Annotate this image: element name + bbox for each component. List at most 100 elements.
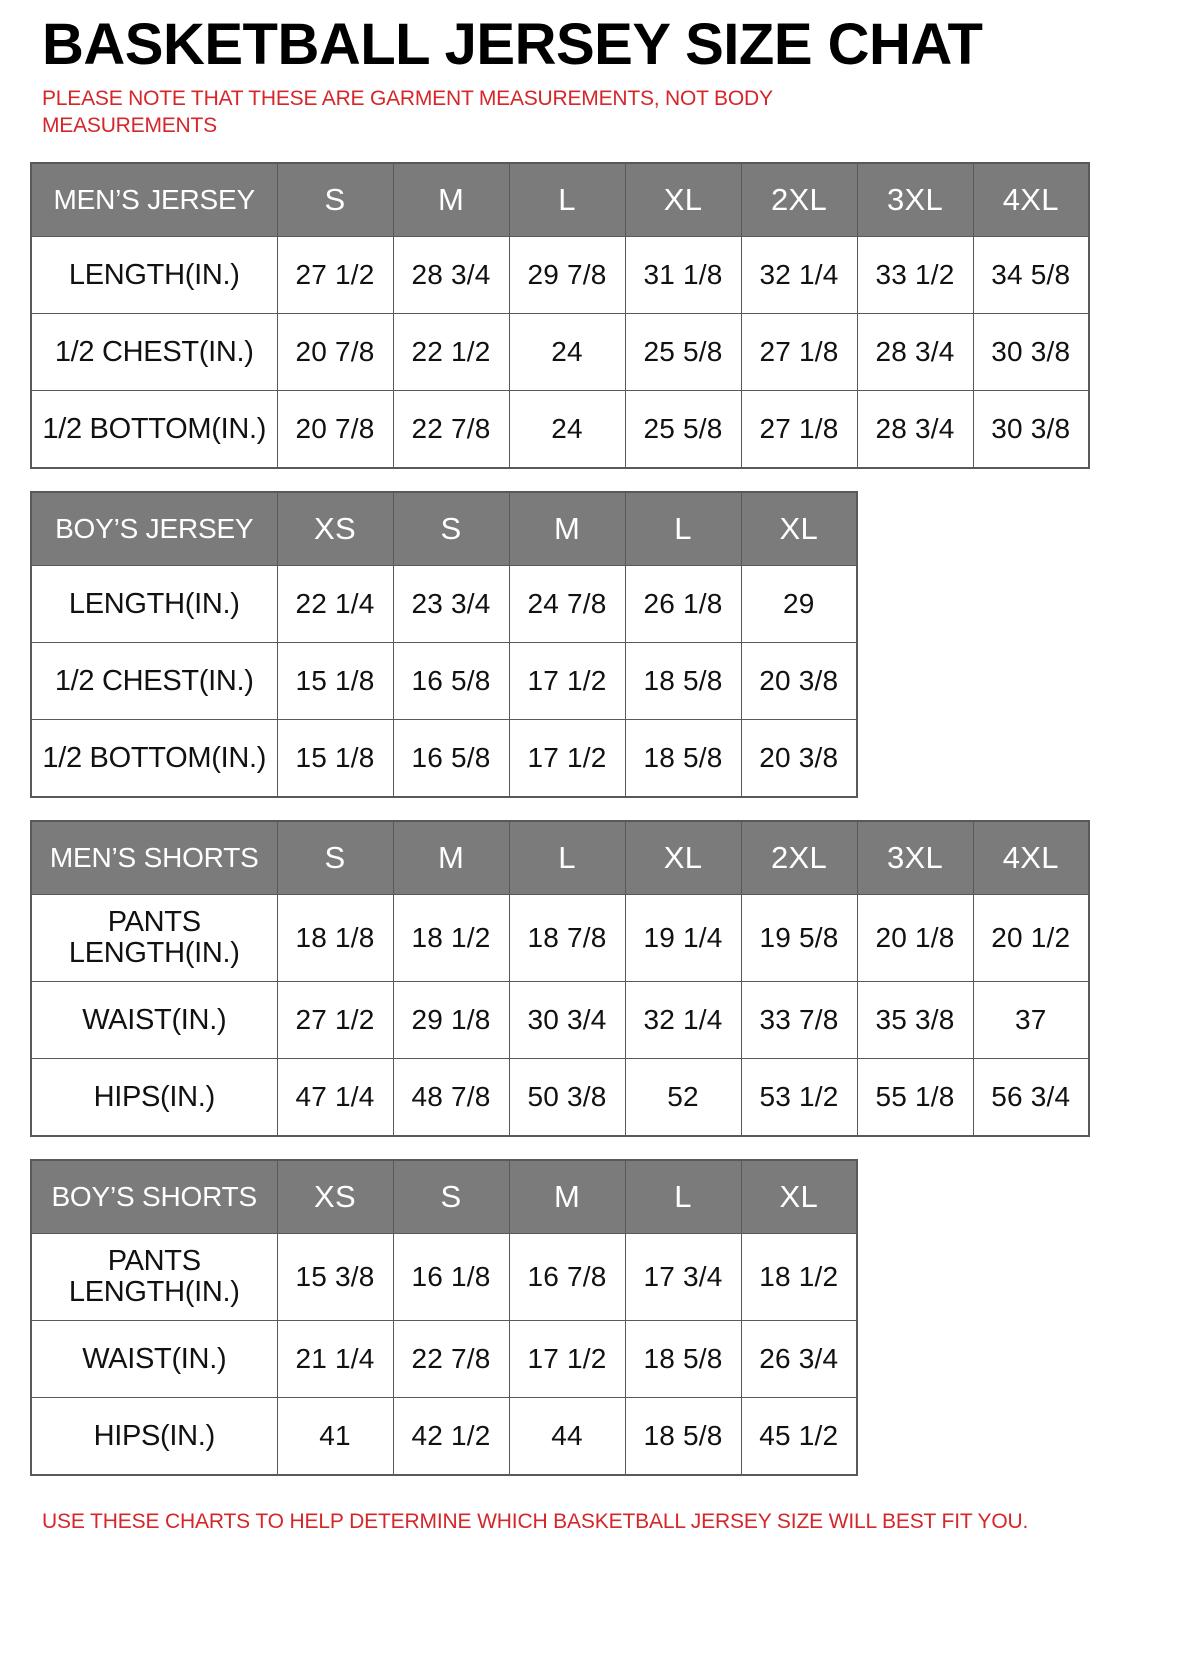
measurement-cell: 29 1/8: [392, 980, 510, 1059]
column-header-size: L: [508, 820, 626, 895]
table-row: 1/2 BOTTOM(IN.) 20 7/8 22 7/8 24 25 5/8 …: [30, 389, 1090, 469]
column-header-size: M: [508, 1159, 626, 1234]
measurement-cell: 28 3/4: [392, 235, 510, 314]
table-corner-label: MEN’S SHORTS: [30, 820, 278, 895]
measurement-cell: 50 3/8: [508, 1057, 626, 1137]
measurement-cell: 19 1/4: [624, 893, 742, 982]
table-row: LENGTH(IN.) 27 1/2 28 3/4 29 7/8 31 1/8 …: [30, 235, 1090, 314]
measurement-cell: 18 5/8: [624, 718, 742, 798]
measurement-cell: 16 1/8: [392, 1232, 510, 1321]
measurement-cell: 56 3/4: [972, 1057, 1090, 1137]
table-row: WAIST(IN.) 27 1/2 29 1/8 30 3/4 32 1/4 3…: [30, 980, 1090, 1059]
measurement-cell: 30 3/8: [972, 389, 1090, 469]
measurement-cell: 27 1/2: [276, 980, 394, 1059]
table-header-row: BOY’S JERSEY XS S M L XL: [30, 491, 858, 566]
measurement-cell: 20 3/8: [740, 718, 858, 798]
column-header-size: 3XL: [856, 162, 974, 237]
table-corner-label: BOY’S JERSEY: [30, 491, 278, 566]
row-label: PANTS LENGTH(IN.): [30, 893, 278, 982]
table-row: LENGTH(IN.) 22 1/4 23 3/4 24 7/8 26 1/8 …: [30, 564, 858, 643]
row-label: 1/2 CHEST(IN.): [30, 312, 278, 391]
measurement-cell: 45 1/2: [740, 1396, 858, 1476]
column-header-size: 3XL: [856, 820, 974, 895]
table-row: WAIST(IN.) 21 1/4 22 7/8 17 1/2 18 5/8 2…: [30, 1319, 858, 1398]
table-row: HIPS(IN.) 41 42 1/2 44 18 5/8 45 1/2: [30, 1396, 858, 1476]
table-header-row: BOY’S SHORTS XS S M L XL: [30, 1159, 858, 1234]
measurement-cell: 18 1/2: [740, 1232, 858, 1321]
column-header-size: M: [508, 491, 626, 566]
column-header-size: XL: [624, 162, 742, 237]
table-boys-jersey: BOY’S JERSEY XS S M L XL LENGTH(IN.) 22 …: [30, 490, 858, 798]
measurement-cell: 22 7/8: [392, 389, 510, 469]
column-header-size: 2XL: [740, 820, 858, 895]
measurement-cell: 35 3/8: [856, 980, 974, 1059]
column-header-size: 4XL: [972, 162, 1090, 237]
measurement-cell: 30 3/4: [508, 980, 626, 1059]
measurement-cell: 16 7/8: [508, 1232, 626, 1321]
column-header-size: XS: [276, 491, 394, 566]
table-row: 1/2 BOTTOM(IN.) 15 1/8 16 5/8 17 1/2 18 …: [30, 718, 858, 798]
measurement-cell: 21 1/4: [276, 1319, 394, 1398]
measurement-cell: 24 7/8: [508, 564, 626, 643]
measurement-cell: 48 7/8: [392, 1057, 510, 1137]
measurement-cell: 15 1/8: [276, 718, 394, 798]
measurement-cell: 18 1/2: [392, 893, 510, 982]
measurement-cell: 15 3/8: [276, 1232, 394, 1321]
table-row: PANTS LENGTH(IN.) 15 3/8 16 1/8 16 7/8 1…: [30, 1232, 858, 1321]
measurement-cell: 33 1/2: [856, 235, 974, 314]
measurement-cell: 32 1/4: [740, 235, 858, 314]
column-header-size: 4XL: [972, 820, 1090, 895]
measurement-cell: 16 5/8: [392, 718, 510, 798]
measurement-cell: 19 5/8: [740, 893, 858, 982]
measurement-cell: 53 1/2: [740, 1057, 858, 1137]
row-label: 1/2 BOTTOM(IN.): [30, 389, 278, 469]
footer-note: USE THESE CHARTS TO HELP DETERMINE WHICH…: [42, 1509, 1029, 1533]
row-label: 1/2 BOTTOM(IN.): [30, 718, 278, 798]
measurement-cell: 18 5/8: [624, 1319, 742, 1398]
table-row: 1/2 CHEST(IN.) 15 1/8 16 5/8 17 1/2 18 5…: [30, 641, 858, 720]
measurement-cell: 24: [508, 389, 626, 469]
measurement-cell: 15 1/8: [276, 641, 394, 720]
page-title: BASKETBALL JERSEY SIZE CHAT: [42, 12, 983, 77]
measurement-cell: 17 1/2: [508, 641, 626, 720]
measurement-cell: 20 1/8: [856, 893, 974, 982]
measurement-cell: 18 5/8: [624, 641, 742, 720]
measurement-cell: 20 3/8: [740, 641, 858, 720]
column-header-size: L: [508, 162, 626, 237]
table-mens-shorts: MEN’S SHORTS S M L XL 2XL 3XL 4XL PANTS …: [30, 819, 1090, 1137]
row-label: WAIST(IN.): [30, 980, 278, 1059]
measurement-cell: 18 5/8: [624, 1396, 742, 1476]
column-header-size: M: [392, 162, 510, 237]
measurement-cell: 22 1/4: [276, 564, 394, 643]
measurement-cell: 33 7/8: [740, 980, 858, 1059]
row-label: PANTS LENGTH(IN.): [30, 1232, 278, 1321]
row-label: LENGTH(IN.): [30, 564, 278, 643]
measurement-cell: 16 5/8: [392, 641, 510, 720]
column-header-size: XL: [624, 820, 742, 895]
measurement-cell: 37: [972, 980, 1090, 1059]
measurement-cell: 31 1/8: [624, 235, 742, 314]
measurement-cell: 29: [740, 564, 858, 643]
measurement-cell: 44: [508, 1396, 626, 1476]
measurement-cell: 42 1/2: [392, 1396, 510, 1476]
measurement-cell: 28 3/4: [856, 389, 974, 469]
measurement-cell: 47 1/4: [276, 1057, 394, 1137]
column-header-size: S: [392, 1159, 510, 1234]
measurement-cell: 22 7/8: [392, 1319, 510, 1398]
measurement-cell: 26 3/4: [740, 1319, 858, 1398]
table-header-row: MEN’S JERSEY S M L XL 2XL 3XL 4XL: [30, 162, 1090, 237]
column-header-size: XL: [740, 491, 858, 566]
column-header-size: S: [276, 162, 394, 237]
measurement-cell: 25 5/8: [624, 312, 742, 391]
measurement-cell: 30 3/8: [972, 312, 1090, 391]
measurement-cell: 27 1/8: [740, 389, 858, 469]
table-boys-shorts: BOY’S SHORTS XS S M L XL PANTS LENGTH(IN…: [30, 1158, 858, 1476]
table-row: PANTS LENGTH(IN.) 18 1/8 18 1/2 18 7/8 1…: [30, 893, 1090, 982]
column-header-size: M: [392, 820, 510, 895]
measurement-cell: 24: [508, 312, 626, 391]
measurement-cell: 18 1/8: [276, 893, 394, 982]
measurement-cell: 32 1/4: [624, 980, 742, 1059]
measurement-cell: 27 1/8: [740, 312, 858, 391]
measurement-cell: 17 1/2: [508, 718, 626, 798]
column-header-size: 2XL: [740, 162, 858, 237]
